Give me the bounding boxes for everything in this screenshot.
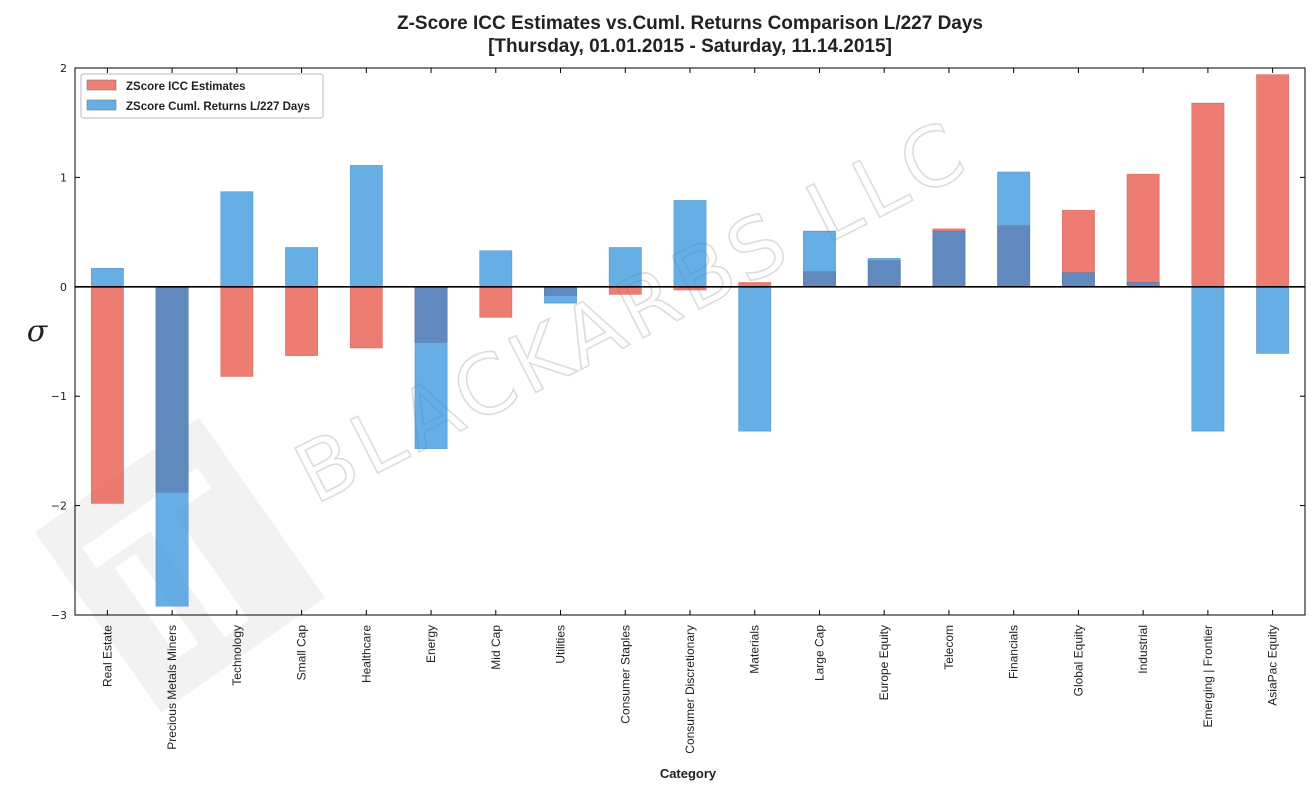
y-tick-label: 1 bbox=[60, 171, 67, 184]
x-tick-label: Emerging | Frontier bbox=[1201, 625, 1215, 728]
y-tick-label: 2 bbox=[60, 62, 67, 75]
bar-returns-13 bbox=[932, 230, 966, 288]
x-axis: Real Estate Precious Metals Miners Technol… bbox=[100, 68, 1280, 754]
legend: ZScore ICC Estimates ZScore Cuml. Return… bbox=[80, 73, 324, 119]
x-tick-label: Healthcare bbox=[359, 625, 373, 683]
x-tick-label: Telecom bbox=[942, 625, 956, 670]
bar-icc-2 bbox=[220, 286, 254, 377]
bar-returns-15 bbox=[1061, 272, 1095, 288]
bar-returns-6 bbox=[479, 250, 513, 288]
y-tick-label: 0 bbox=[60, 281, 67, 294]
bar-returns-9 bbox=[673, 200, 707, 288]
bar-icc-3 bbox=[285, 286, 319, 356]
y-axis-title: σ bbox=[27, 314, 49, 349]
bar-returns-12 bbox=[867, 258, 901, 288]
x-tick-label: Utilities bbox=[554, 625, 568, 664]
bar-returns-17 bbox=[1191, 286, 1225, 432]
chart-subtitle: [Thursday, 01.01.2015 - Saturday, 11.14.… bbox=[488, 36, 892, 57]
y-tick-label: −1 bbox=[51, 390, 67, 403]
chart-title: Z-Score ICC Estimates vs.Cuml. Returns C… bbox=[397, 13, 983, 34]
x-tick-label: Precious Metals Miners bbox=[165, 625, 179, 750]
bar-icc-6 bbox=[479, 286, 513, 318]
bar-returns-1 bbox=[155, 286, 189, 607]
legend-swatch-returns bbox=[86, 99, 117, 111]
x-axis-title: Category bbox=[660, 766, 717, 781]
bars bbox=[90, 74, 1290, 607]
bar-returns-7 bbox=[544, 286, 577, 304]
legend-label-returns: ZScore Cuml. Returns L/227 Days bbox=[126, 101, 310, 113]
x-tick-label: Europe Equity bbox=[877, 625, 891, 700]
bar-returns-3 bbox=[285, 247, 319, 288]
x-tick-label: Consumer Discretionary bbox=[683, 625, 697, 754]
bar-icc-17 bbox=[1191, 102, 1225, 288]
bar-returns-14 bbox=[997, 171, 1031, 288]
bar-returns-11 bbox=[803, 230, 836, 288]
bar-icc-0 bbox=[90, 286, 124, 504]
legend-swatch-icc bbox=[86, 79, 117, 91]
x-tick-label: Consumer Staples bbox=[618, 625, 632, 724]
x-tick-label: Real Estate bbox=[100, 625, 114, 687]
bar-icc-4 bbox=[349, 286, 383, 349]
x-tick-label: Technology bbox=[230, 625, 244, 686]
bar-returns-10 bbox=[738, 286, 772, 432]
bar-returns-4 bbox=[349, 165, 383, 288]
x-tick-label: Global Equity bbox=[1071, 625, 1085, 696]
x-tick-label: Materials bbox=[748, 625, 762, 674]
bar-returns-2 bbox=[220, 191, 254, 288]
y-tick-label: −2 bbox=[51, 500, 67, 513]
bar-icc-16 bbox=[1126, 173, 1160, 288]
x-tick-label: Small Cap bbox=[295, 625, 309, 681]
watermark-text: BLACKARBS LLC bbox=[281, 102, 984, 523]
x-tick-label: Energy bbox=[424, 625, 438, 663]
x-tick-label: Industrial bbox=[1136, 625, 1150, 674]
bar-returns-8 bbox=[608, 247, 642, 288]
y-axis: 2 1 0 −1 −2 −3 bbox=[51, 62, 1305, 622]
y-tick-label: −3 bbox=[51, 609, 67, 622]
bar-icc-18 bbox=[1256, 74, 1290, 288]
x-tick-label: Mid Cap bbox=[489, 625, 503, 670]
bar-returns-18 bbox=[1256, 286, 1290, 354]
bar-returns-0 bbox=[90, 267, 124, 288]
x-tick-label: AsiaPac Equity bbox=[1266, 625, 1280, 706]
legend-label-icc: ZScore ICC Estimates bbox=[126, 81, 246, 93]
x-tick-label: Large Cap bbox=[813, 625, 827, 681]
bar-icc-8 bbox=[608, 286, 642, 295]
legend-box bbox=[80, 73, 324, 119]
bar-returns-5 bbox=[414, 286, 448, 449]
x-tick-label: Financials bbox=[1007, 625, 1021, 679]
